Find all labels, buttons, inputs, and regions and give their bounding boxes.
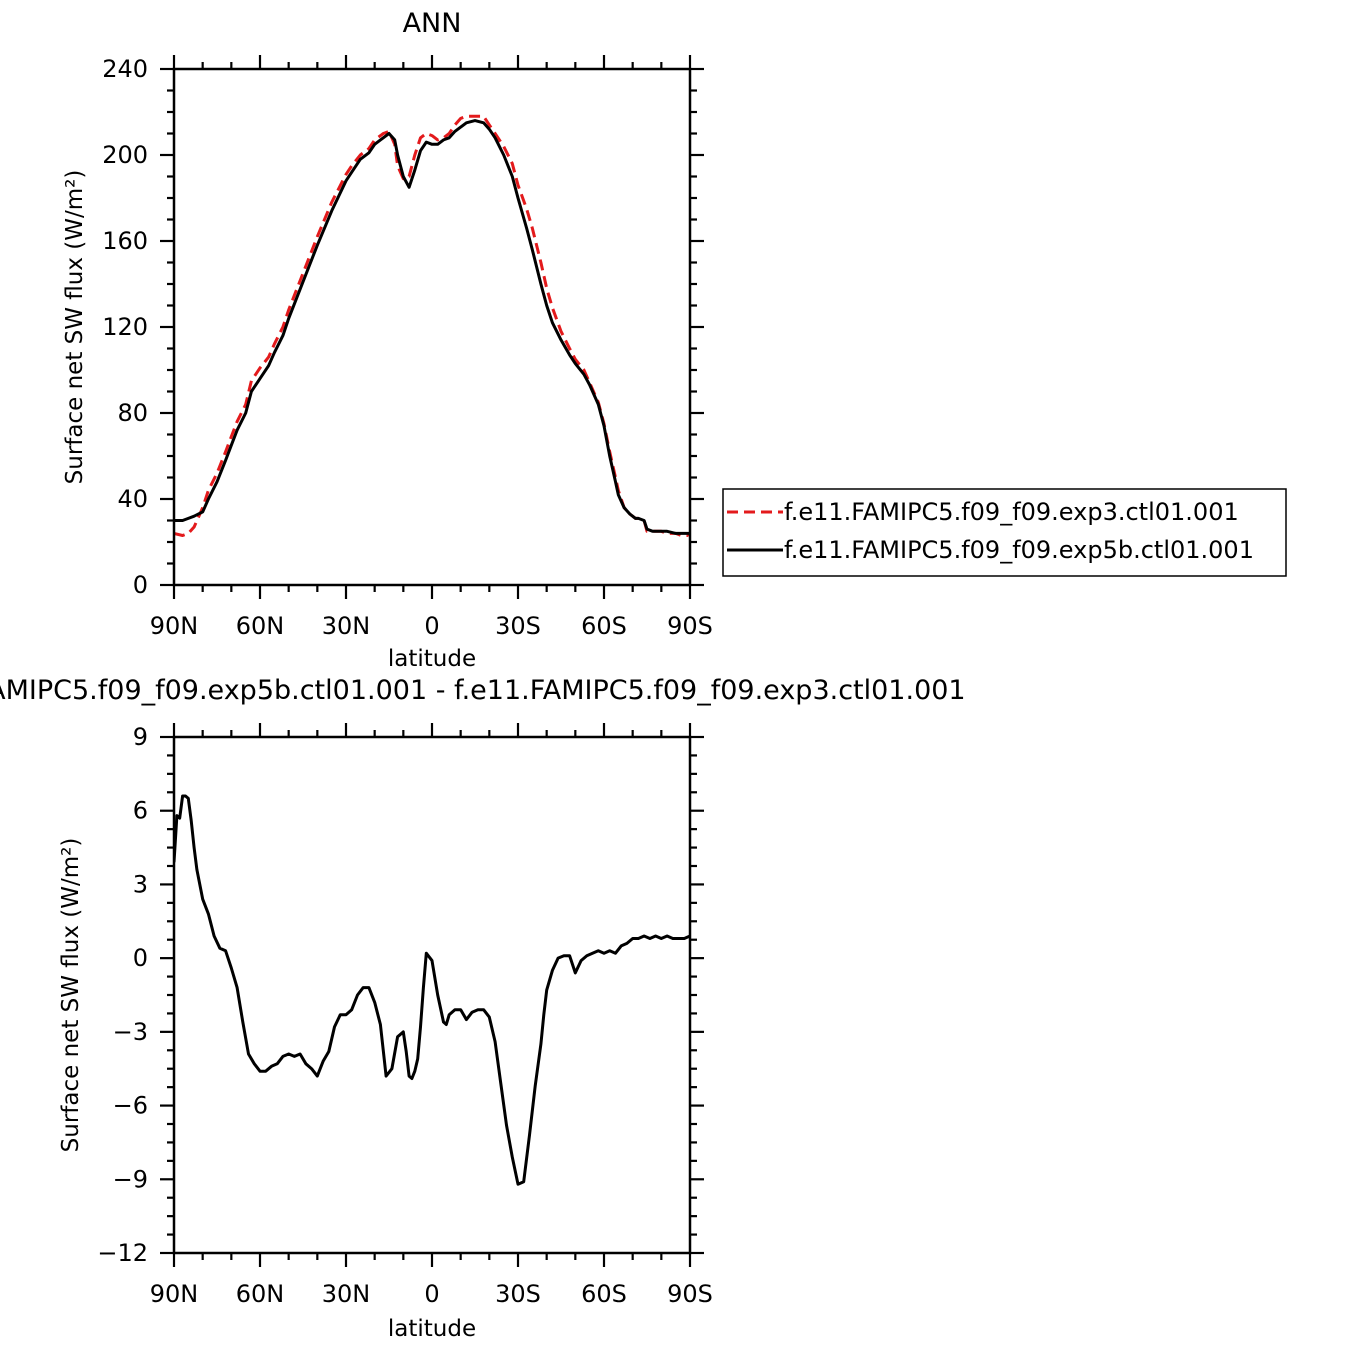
top-chart-x-tick-labels: 90N 60N 30N 0 30S 60S 90S (150, 612, 713, 640)
y-tick-label: 3 (133, 870, 148, 898)
y-tick-label: −3 (113, 1018, 148, 1046)
y-tick-label: 9 (133, 723, 148, 751)
x-tick-label: 30S (495, 1280, 541, 1308)
top-chart-y-tick-labels: 0 40 80 120 160 200 240 (102, 55, 148, 599)
x-tick-label: 60N (236, 612, 285, 640)
x-tick-label: 0 (424, 612, 439, 640)
y-tick-label: 200 (102, 141, 148, 169)
y-tick-label: 120 (102, 313, 148, 341)
difference-series-line (174, 794, 690, 1186)
top-chart-ticks (160, 55, 704, 599)
bottom-chart-series (174, 794, 690, 1186)
bottom-chart-panel: f.e11.FAMIPC5.f09_f09.exp5b.ctl01.001 - … (0, 675, 966, 1342)
y-tick-label: −6 (113, 1092, 148, 1120)
top-chart-x-axis-label: latitude (388, 646, 476, 672)
bottom-chart-y-axis-label: Surface net SW flux (W/m²) (58, 838, 84, 1153)
bottom-chart-frame (172, 735, 692, 1255)
bottom-chart-y-tick-labels: −12 −9 −6 −3 0 3 6 9 (97, 723, 148, 1267)
legend-label-exp5b: f.e11.FAMIPC5.f09_f09.exp5b.ctl01.001 (784, 536, 1254, 564)
y-tick-label: 40 (117, 485, 148, 513)
top-chart-series (174, 114, 690, 537)
x-tick-label: 30S (495, 612, 541, 640)
legend: f.e11.FAMIPC5.f09_f09.exp3.ctl01.001 f.e… (722, 488, 1287, 577)
legend-label-exp3: f.e11.FAMIPC5.f09_f09.exp3.ctl01.001 (784, 498, 1239, 526)
legend-box (722, 488, 1287, 577)
series-line-exp5b (174, 119, 690, 535)
x-tick-label: 90S (667, 1280, 713, 1308)
x-tick-label: 90N (150, 612, 199, 640)
x-tick-label: 90N (150, 1280, 199, 1308)
x-tick-label: 30N (322, 1280, 371, 1308)
x-tick-label: 30N (322, 612, 371, 640)
x-tick-label: 90S (667, 612, 713, 640)
top-chart-y-axis-label: Surface net SW flux (W/m²) (62, 170, 88, 485)
bottom-chart-x-tick-labels: 90N 60N 30N 0 30S 60S 90S (150, 1280, 713, 1308)
y-tick-label: 160 (102, 227, 148, 255)
x-tick-label: 60N (236, 1280, 285, 1308)
y-tick-label: −12 (97, 1239, 148, 1267)
top-chart-frame (172, 67, 692, 587)
y-tick-label: 80 (117, 399, 148, 427)
top-chart-title: ANN (403, 8, 462, 39)
bottom-chart-x-axis-label: latitude (388, 1316, 476, 1342)
bottom-chart-title: f.e11.FAMIPC5.f09_f09.exp5b.ctl01.001 - … (0, 675, 966, 706)
bottom-chart-ticks (160, 723, 704, 1267)
y-tick-label: 240 (102, 55, 148, 83)
y-tick-label: −9 (113, 1165, 148, 1193)
x-tick-label: 60S (581, 1280, 627, 1308)
x-tick-label: 0 (424, 1280, 439, 1308)
y-tick-label: 0 (133, 571, 148, 599)
x-tick-label: 60S (581, 612, 627, 640)
y-tick-label: 0 (133, 944, 148, 972)
top-chart-panel: ANN 90N 60N 30N 0 30S 60S 90S 0 40 80 120 160 200 24… (62, 8, 713, 672)
y-tick-label: 6 (133, 797, 148, 825)
